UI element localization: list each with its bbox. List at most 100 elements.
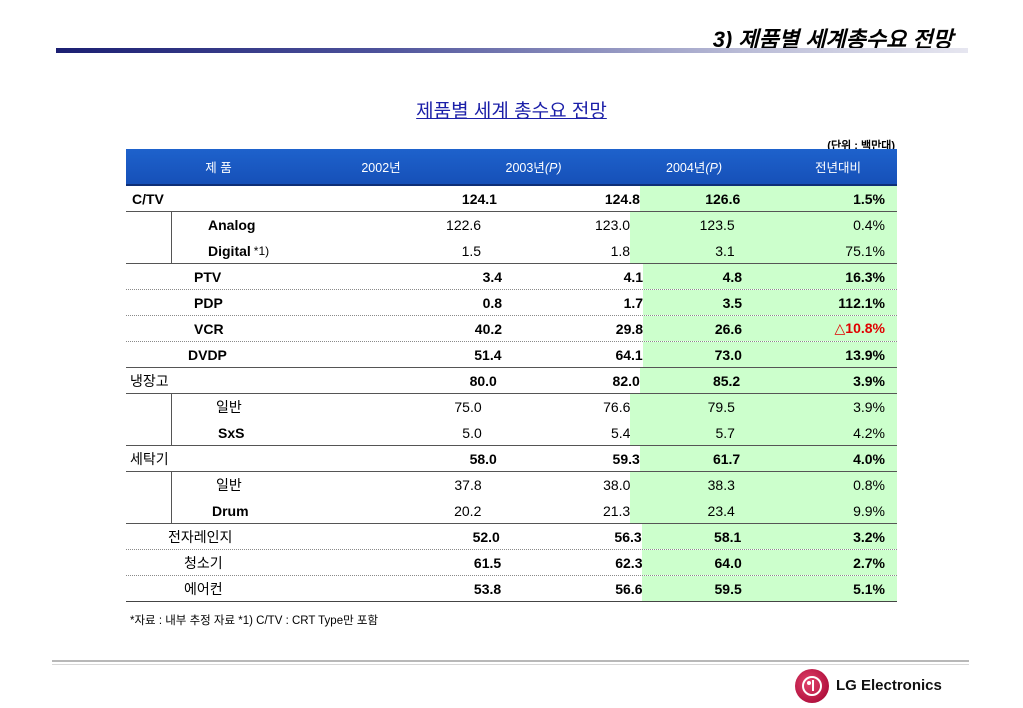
cell-2003: 1.8	[610, 242, 631, 259]
cell-2004: 123.5	[630, 212, 747, 238]
cell-yoy: 4.2%	[746, 420, 897, 445]
cell-2004: 61.7	[639, 446, 753, 471]
header-2002: 2002년	[361, 161, 401, 175]
cell-2003: 123.0	[595, 217, 631, 233]
footer-divider	[52, 660, 969, 662]
cell-2004: 73.0	[642, 342, 754, 367]
header-2003: 2003년(P)	[505, 161, 562, 175]
header-yoy: 전년대비	[814, 161, 861, 175]
cell-yoy: 75.1%	[746, 238, 897, 263]
cell-2002: 20.2	[454, 502, 482, 519]
footer-divider-thin	[52, 664, 969, 665]
header-product: 제 품	[205, 161, 232, 175]
row-label: 냉장고	[130, 372, 169, 389]
cell-2003: 29.8	[615, 320, 644, 337]
row-label: Digital *1)	[171, 238, 299, 263]
table-row: 에어컨 53.8 56.6 59.5 5.1%	[126, 576, 897, 602]
cell-2004: 64.0	[642, 550, 754, 575]
cell-2004: 79.5	[630, 394, 747, 420]
cell-2004: 3.5	[643, 290, 755, 315]
cell-2004: 58.1	[641, 524, 754, 549]
table-row: 세탁기 58.0 59.3 61.7 4.0%	[126, 446, 897, 472]
cell-2003: 82.0	[612, 372, 640, 389]
row-label: DVDP	[188, 346, 227, 363]
cell-2004: 5.7	[630, 420, 747, 445]
cell-2003: 62.3	[615, 554, 643, 571]
cell-2004: 126.6	[639, 186, 753, 211]
table-row: PDP 0.8 1.7 3.5 112.1%	[126, 290, 897, 316]
cell-2002: 1.5	[461, 242, 482, 259]
table-row: 일반 37.8 38.0 38.3 0.8%	[126, 472, 897, 498]
cell-yoy: 9.9%	[746, 498, 897, 523]
title-divider	[56, 48, 968, 53]
table-row: VCR 40.2 29.8 26.6 △10.8%	[126, 316, 897, 342]
row-label: 전자레인지	[168, 528, 233, 545]
cell-2004: 3.1	[630, 238, 747, 263]
table-row: 전자레인지 52.0 56.3 58.1 3.2%	[126, 524, 897, 550]
cell-yoy: 1.5%	[752, 186, 897, 211]
table-row: 청소기 61.5 62.3 64.0 2.7%	[126, 550, 897, 576]
cell-2004: 85.2	[639, 368, 753, 393]
table-row: PTV 3.4 4.1 4.8 16.3%	[126, 264, 897, 290]
cell-2004: 26.6	[643, 316, 755, 341]
cell-2004: 59.5	[642, 576, 754, 601]
table-row: SxS 5.0 5.4 5.7 4.2%	[126, 420, 897, 446]
cell-2002: 51.4	[474, 346, 502, 363]
row-label: Analog	[171, 212, 299, 238]
cell-2003: 56.6	[615, 580, 643, 597]
cell-2003: 56.3	[614, 528, 642, 545]
cell-yoy: 3.2%	[753, 524, 897, 549]
cell-2003: 21.3	[602, 502, 631, 519]
table-row: DVDP 51.4 64.1 73.0 13.9%	[126, 342, 897, 368]
cell-2004: 38.3	[630, 472, 747, 498]
table-title: 제품별 세계 총수요 전망	[416, 101, 607, 122]
cell-2002: 80.0	[469, 372, 497, 389]
cell-2003: 1.7	[623, 294, 644, 311]
cell-2002: 122.6	[446, 217, 482, 233]
cell-yoy: 4.0%	[752, 446, 897, 471]
table-header: 제 품 2002년 2003년(P) 2004년(P) 전년대비	[126, 149, 897, 186]
cell-2003: 4.1	[623, 268, 644, 285]
cell-2002: 61.5	[473, 554, 502, 571]
cell-2003: 64.1	[615, 346, 643, 363]
table-row: Analog 122.6 123.0 123.5 0.4%	[126, 212, 897, 238]
cell-yoy: 0.4%	[746, 212, 897, 238]
cell-2004: 23.4	[630, 498, 747, 523]
row-label: 세탁기	[130, 450, 169, 467]
cell-2003: 59.3	[612, 450, 640, 467]
cell-2002: 0.8	[482, 294, 503, 311]
cell-2002: 5.0	[462, 424, 482, 441]
cell-2002: 58.0	[469, 450, 497, 467]
table-row: 일반 75.0 76.6 79.5 3.9%	[126, 394, 897, 420]
table-row: Digital *1) 1.5 1.8 3.1 75.1%	[126, 238, 897, 264]
cell-2003: 38.0	[603, 477, 631, 493]
row-label: PTV	[194, 268, 222, 285]
row-label: Drum	[171, 498, 300, 523]
cell-2004: 4.8	[643, 264, 755, 289]
table-row: Drum 20.2 21.3 23.4 9.9%	[126, 498, 897, 524]
demand-table: 제 품 2002년 2003년(P) 2004년(P) 전년대비 C/TV 12…	[126, 149, 897, 602]
cell-yoy: 16.3%	[754, 264, 897, 289]
lg-logo-icon	[795, 669, 829, 703]
cell-2003: 124.8	[604, 190, 640, 207]
source-footnote: *자료 : 내부 추정 자료 *1) C/TV : CRT Type만 포함	[130, 615, 379, 627]
cell-yoy: 112.1%	[754, 290, 897, 315]
table-row: C/TV 124.1 124.8 126.6 1.5%	[126, 186, 897, 212]
cell-2003: 5.4	[611, 424, 631, 441]
cell-yoy: △10.8%	[754, 316, 897, 341]
cell-yoy: 0.8%	[746, 472, 897, 498]
cell-2002: 52.0	[472, 528, 500, 545]
row-label: PDP	[194, 294, 223, 311]
cell-2002: 75.0	[454, 399, 482, 415]
row-label: 에어컨	[184, 580, 223, 597]
cell-yoy: 2.7%	[753, 550, 897, 575]
cell-yoy: 5.1%	[753, 576, 897, 601]
cell-2002: 40.2	[474, 320, 503, 337]
cell-yoy: 13.9%	[753, 342, 897, 367]
row-label: 일반	[171, 394, 300, 420]
table-row: 냉장고 80.0 82.0 85.2 3.9%	[126, 368, 897, 394]
cell-2002: 37.8	[454, 477, 482, 493]
row-label: 청소기	[184, 554, 223, 571]
cell-yoy: 3.9%	[746, 394, 897, 420]
slide-title: 3) 제품별 세계총수요 전망	[712, 27, 953, 52]
